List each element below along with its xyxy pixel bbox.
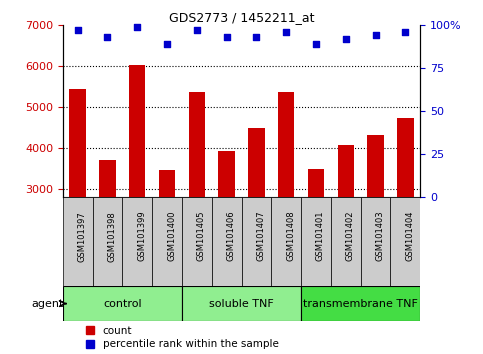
Bar	[189, 92, 205, 198]
Text: transmembrane TNF: transmembrane TNF	[303, 298, 418, 309]
FancyBboxPatch shape	[331, 198, 361, 286]
Bar	[248, 127, 265, 198]
Bar	[368, 135, 384, 198]
Bar	[278, 92, 294, 198]
FancyBboxPatch shape	[212, 198, 242, 286]
Point	[253, 34, 260, 40]
Text: GSM101408: GSM101408	[286, 211, 295, 262]
FancyBboxPatch shape	[182, 286, 301, 321]
Bar	[308, 169, 324, 198]
Point	[74, 27, 82, 33]
Text: control: control	[103, 298, 142, 309]
FancyBboxPatch shape	[361, 198, 390, 286]
Text: GSM101403: GSM101403	[376, 211, 384, 262]
FancyBboxPatch shape	[301, 286, 420, 321]
FancyBboxPatch shape	[122, 198, 152, 286]
Bar	[338, 145, 354, 198]
Point	[223, 34, 230, 40]
Point	[401, 29, 409, 35]
Text: GSM101406: GSM101406	[227, 211, 236, 262]
Point	[282, 29, 290, 35]
FancyBboxPatch shape	[152, 198, 182, 286]
Point	[342, 36, 350, 41]
Text: GSM101404: GSM101404	[405, 211, 414, 261]
Point	[193, 27, 201, 33]
Bar	[397, 118, 413, 198]
FancyBboxPatch shape	[63, 286, 182, 321]
Point	[133, 24, 141, 29]
FancyBboxPatch shape	[301, 198, 331, 286]
Title: GDS2773 / 1452211_at: GDS2773 / 1452211_at	[169, 11, 314, 24]
FancyBboxPatch shape	[242, 198, 271, 286]
Bar	[99, 160, 115, 198]
Text: agent: agent	[31, 298, 63, 309]
Point	[163, 41, 171, 47]
Bar	[218, 152, 235, 198]
Text: GSM101397: GSM101397	[78, 211, 86, 262]
Bar	[159, 170, 175, 198]
Text: GSM101398: GSM101398	[108, 211, 116, 262]
Point	[372, 32, 380, 38]
FancyBboxPatch shape	[93, 198, 122, 286]
Text: GSM101401: GSM101401	[316, 211, 325, 261]
Bar	[129, 65, 145, 198]
Text: GSM101402: GSM101402	[346, 211, 355, 261]
FancyBboxPatch shape	[271, 198, 301, 286]
Text: GSM101399: GSM101399	[137, 211, 146, 262]
Bar	[70, 88, 86, 198]
FancyBboxPatch shape	[390, 198, 420, 286]
Text: GSM101405: GSM101405	[197, 211, 206, 261]
FancyBboxPatch shape	[182, 198, 212, 286]
FancyBboxPatch shape	[63, 198, 93, 286]
Text: soluble TNF: soluble TNF	[209, 298, 274, 309]
Text: GSM101400: GSM101400	[167, 211, 176, 261]
Point	[312, 41, 320, 47]
Point	[104, 34, 112, 40]
Legend: count, percentile rank within the sample: count, percentile rank within the sample	[86, 326, 278, 349]
Text: GSM101407: GSM101407	[256, 211, 265, 262]
